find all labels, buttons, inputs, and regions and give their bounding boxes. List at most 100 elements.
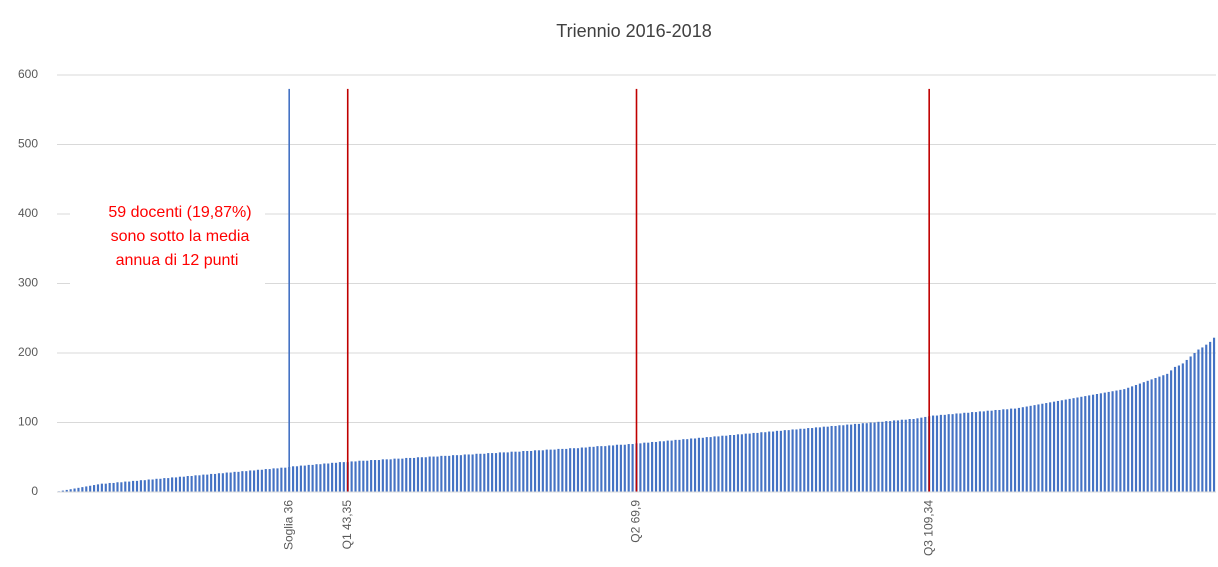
bar: [178, 476, 181, 492]
bar: [916, 418, 919, 492]
bar: [237, 471, 240, 492]
bar: [1142, 382, 1145, 492]
bar: [1177, 365, 1181, 492]
bar: [674, 439, 677, 492]
bar: [744, 433, 747, 492]
bar: [732, 435, 736, 492]
bar: [428, 456, 431, 492]
bar: [768, 431, 771, 492]
bar: [772, 431, 775, 492]
bar: [276, 468, 279, 492]
bar: [604, 446, 607, 492]
bar: [229, 472, 232, 492]
bar: [1092, 394, 1095, 492]
bar: [1205, 344, 1208, 492]
bar: [623, 444, 626, 492]
bar: [1181, 363, 1184, 492]
bar: [463, 454, 466, 492]
x-tick-label: Soglia 36: [281, 500, 295, 550]
y-tick-label: 100: [18, 415, 38, 429]
y-tick-label: 300: [18, 276, 38, 290]
bar: [135, 480, 139, 492]
bar: [1095, 394, 1099, 492]
bar: [77, 487, 80, 492]
bar: [1006, 409, 1009, 492]
bar: [1170, 370, 1173, 492]
bar: [1033, 405, 1036, 492]
bar: [358, 460, 361, 492]
bar: [807, 428, 810, 492]
bar: [873, 422, 876, 492]
bar: [814, 427, 818, 492]
bar: [713, 436, 716, 492]
bar: [171, 477, 174, 492]
bar: [1131, 386, 1134, 492]
bar: [1099, 393, 1102, 492]
bar: [108, 482, 111, 492]
bar: [924, 416, 927, 492]
bar: [830, 425, 833, 492]
bar: [651, 441, 654, 492]
bar: [502, 452, 505, 492]
bar: [487, 453, 490, 492]
bar: [1158, 376, 1161, 492]
bar: [327, 463, 330, 492]
bar: [1197, 349, 1200, 492]
y-tick-label: 500: [18, 137, 38, 151]
bar: [444, 455, 447, 492]
bar: [124, 481, 127, 492]
bar: [96, 484, 100, 492]
bar: [643, 442, 646, 492]
bar: [569, 448, 572, 492]
bar: [104, 483, 107, 492]
bar: [303, 465, 306, 492]
bar: [639, 443, 642, 492]
bar: [206, 474, 209, 492]
y-tick-label: 200: [18, 345, 38, 359]
bar: [1162, 375, 1165, 492]
bar: [514, 451, 517, 492]
bar: [1138, 383, 1141, 492]
bar: [252, 470, 256, 492]
bar: [479, 453, 482, 492]
bar: [530, 450, 533, 492]
bar: [85, 486, 88, 492]
bar: [576, 448, 580, 492]
bar: [198, 475, 201, 492]
bar: [483, 453, 486, 492]
bar: [210, 473, 213, 492]
bar: [647, 442, 650, 492]
bar: [842, 425, 845, 492]
bar: [904, 419, 907, 492]
bar: [697, 437, 701, 492]
bar: [662, 441, 665, 492]
bar: [69, 489, 72, 492]
bar: [986, 410, 989, 492]
bar: [155, 478, 158, 492]
bar: [1060, 400, 1063, 492]
reference-line: [346, 88, 349, 493]
bar: [292, 466, 295, 492]
bar: [221, 473, 224, 492]
bar: [791, 429, 794, 492]
bar: [775, 430, 779, 492]
bar: [420, 457, 423, 492]
reference-line: [635, 88, 638, 493]
bar: [654, 441, 658, 492]
bar: [1115, 390, 1118, 492]
bar: [615, 444, 619, 492]
bar: [1111, 391, 1114, 492]
bar: [939, 414, 942, 492]
bar: [89, 485, 92, 492]
bar: [783, 430, 786, 492]
bar: [190, 476, 193, 492]
bar: [588, 446, 591, 492]
bar: [1029, 405, 1032, 492]
x-tick-label: Q1 43,35: [340, 500, 354, 550]
bar: [537, 450, 541, 492]
bar: [912, 419, 915, 492]
bar: [1052, 401, 1056, 492]
bar: [73, 488, 76, 492]
bar: [892, 420, 896, 492]
bar: [491, 453, 494, 492]
